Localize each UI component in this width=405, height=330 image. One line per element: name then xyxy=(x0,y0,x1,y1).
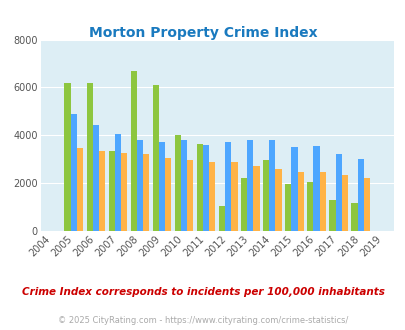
Bar xyxy=(284,184,291,231)
Bar xyxy=(136,140,143,231)
Bar xyxy=(158,143,165,231)
Bar xyxy=(99,151,105,231)
Bar xyxy=(86,83,92,231)
Bar xyxy=(115,134,121,231)
Bar xyxy=(297,172,303,231)
Bar xyxy=(363,178,369,231)
Bar xyxy=(196,144,202,231)
Bar xyxy=(92,124,99,231)
Text: Crime Index corresponds to incidents per 100,000 inhabitants: Crime Index corresponds to incidents per… xyxy=(21,287,384,297)
Bar xyxy=(307,182,313,231)
Bar xyxy=(202,145,209,231)
Bar xyxy=(291,147,297,231)
Bar xyxy=(175,135,181,231)
Bar xyxy=(313,146,319,231)
Bar xyxy=(165,158,171,231)
Bar xyxy=(269,140,275,231)
Bar xyxy=(335,154,341,231)
Bar xyxy=(209,162,215,231)
Bar xyxy=(275,169,281,231)
Bar xyxy=(225,143,231,231)
Bar xyxy=(253,166,259,231)
Text: © 2025 CityRating.com - https://www.cityrating.com/crime-statistics/: © 2025 CityRating.com - https://www.city… xyxy=(58,316,347,325)
Bar xyxy=(181,140,187,231)
Bar xyxy=(241,178,247,231)
Text: Morton Property Crime Index: Morton Property Crime Index xyxy=(88,26,317,40)
Bar xyxy=(70,114,77,231)
Bar xyxy=(357,159,363,231)
Bar xyxy=(77,148,83,231)
Bar xyxy=(262,160,269,231)
Bar xyxy=(152,85,158,231)
Bar xyxy=(108,151,115,231)
Bar xyxy=(143,154,149,231)
Bar xyxy=(247,140,253,231)
Bar xyxy=(121,153,127,231)
Bar xyxy=(130,71,136,231)
Bar xyxy=(64,83,70,231)
Bar xyxy=(351,204,357,231)
Bar xyxy=(319,172,325,231)
Bar xyxy=(231,162,237,231)
Bar xyxy=(328,200,335,231)
Bar xyxy=(341,175,347,231)
Bar xyxy=(218,206,225,231)
Bar xyxy=(187,160,193,231)
